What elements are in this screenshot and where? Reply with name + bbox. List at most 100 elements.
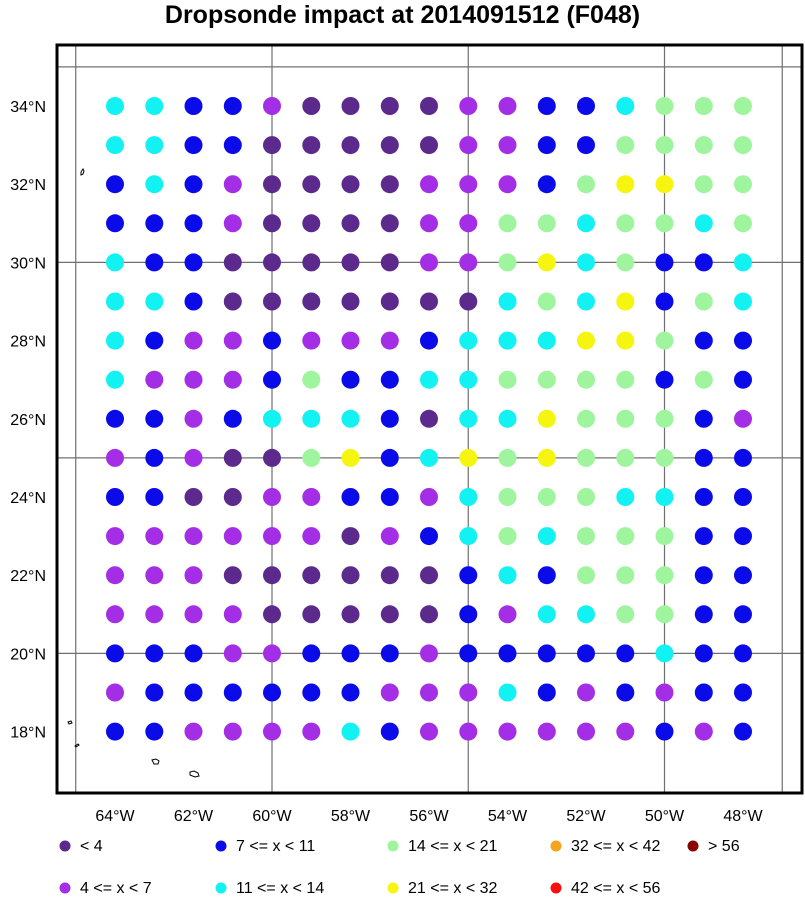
impact-marker <box>145 683 164 702</box>
impact-marker <box>145 331 164 350</box>
impact-marker <box>498 448 517 467</box>
impact-marker <box>341 97 360 115</box>
impact-marker <box>655 683 674 702</box>
impact-marker <box>420 136 438 155</box>
impact-marker <box>106 253 124 272</box>
impact-marker <box>734 214 752 233</box>
impact-marker <box>537 644 556 663</box>
impact-marker <box>537 448 556 467</box>
impact-marker <box>223 722 242 741</box>
legend-label: < 4 <box>80 838 103 855</box>
impact-marker <box>223 97 242 115</box>
impact-marker <box>537 97 556 115</box>
impact-marker <box>577 605 595 624</box>
impact-marker <box>498 136 517 155</box>
impact-marker <box>655 527 674 546</box>
coastlines <box>67 168 200 778</box>
impact-marker <box>537 292 556 311</box>
impact-marker <box>302 448 321 467</box>
impact-marker <box>734 722 752 741</box>
impact-marker <box>655 448 674 467</box>
impact-marker <box>734 566 752 585</box>
impact-marker <box>694 331 713 350</box>
impact-marker <box>694 175 713 194</box>
impact-marker <box>577 253 595 272</box>
lon-tick-label: 52°W <box>566 808 606 825</box>
impact-marker <box>223 527 242 546</box>
impact-marker <box>577 136 595 155</box>
legend-swatch <box>687 840 699 852</box>
impact-marker <box>106 448 124 467</box>
impact-marker <box>577 97 595 115</box>
impact-marker <box>459 175 478 194</box>
impact-marker <box>420 331 438 350</box>
impact-marker <box>420 644 438 663</box>
impact-marker <box>184 370 203 389</box>
impact-marker <box>537 527 556 546</box>
impact-marker <box>498 722 517 741</box>
impact-marker <box>145 175 164 194</box>
impact-marker <box>734 253 752 272</box>
legend-swatch <box>215 840 227 852</box>
impact-marker <box>694 253 713 272</box>
island-outline <box>80 168 85 176</box>
lon-tick-label: 60°W <box>252 808 292 825</box>
impact-marker <box>380 448 399 467</box>
impact-marker <box>734 683 752 702</box>
impact-marker <box>145 370 164 389</box>
legend-label: 42 <= x < 56 <box>571 880 661 897</box>
impact-marker <box>420 175 438 194</box>
impact-marker <box>380 566 399 585</box>
impact-marker <box>616 136 635 155</box>
lon-tick-label: 50°W <box>645 808 685 825</box>
impact-marker <box>694 97 713 115</box>
lat-tick-label: 20°N <box>10 646 46 663</box>
impact-marker <box>577 175 595 194</box>
impact-marker <box>694 683 713 702</box>
impact-marker <box>223 253 242 272</box>
impact-marker <box>459 292 478 311</box>
impact-marker <box>341 722 360 741</box>
impact-marker <box>106 136 124 155</box>
legend-item: 11 <= x < 14 <box>215 880 324 897</box>
map-title: Dropsonde impact at 2014091512 (F048) <box>164 1 641 29</box>
map-frame <box>55 43 804 795</box>
impact-marker <box>184 527 203 546</box>
impact-marker <box>106 527 124 546</box>
legend-label: 11 <= x < 14 <box>236 880 324 897</box>
impact-marker <box>302 331 321 350</box>
impact-marker <box>694 370 713 389</box>
impact-markers <box>106 97 752 741</box>
impact-marker <box>420 292 438 311</box>
impact-marker <box>380 605 399 624</box>
lat-tick-label: 30°N <box>10 255 46 272</box>
impact-marker <box>145 97 164 115</box>
impact-marker <box>302 253 321 272</box>
impact-marker <box>537 136 556 155</box>
impact-marker <box>616 722 635 741</box>
impact-marker <box>263 409 281 428</box>
impact-marker <box>223 488 242 506</box>
impact-marker <box>263 331 281 350</box>
impact-marker <box>302 175 321 194</box>
impact-marker <box>380 488 399 506</box>
impact-marker <box>223 605 242 624</box>
impact-marker <box>184 214 203 233</box>
impact-marker <box>263 214 281 233</box>
impact-marker <box>459 409 478 428</box>
impact-marker <box>655 722 674 741</box>
lat-tick-label: 24°N <box>10 490 46 507</box>
impact-marker <box>341 566 360 585</box>
impact-marker <box>145 292 164 311</box>
impact-marker <box>302 292 321 311</box>
impact-marker <box>302 97 321 115</box>
impact-marker <box>106 683 124 702</box>
impact-marker <box>734 488 752 506</box>
impact-marker <box>459 136 478 155</box>
impact-marker <box>616 644 635 663</box>
impact-marker <box>655 331 674 350</box>
legend-swatch <box>550 882 562 894</box>
lon-tick-labels: 64°W 62°W 60°W 58°W 56°W 54°W 52°W 50°W 48°W <box>95 808 763 825</box>
impact-marker <box>263 527 281 546</box>
impact-marker <box>498 566 517 585</box>
